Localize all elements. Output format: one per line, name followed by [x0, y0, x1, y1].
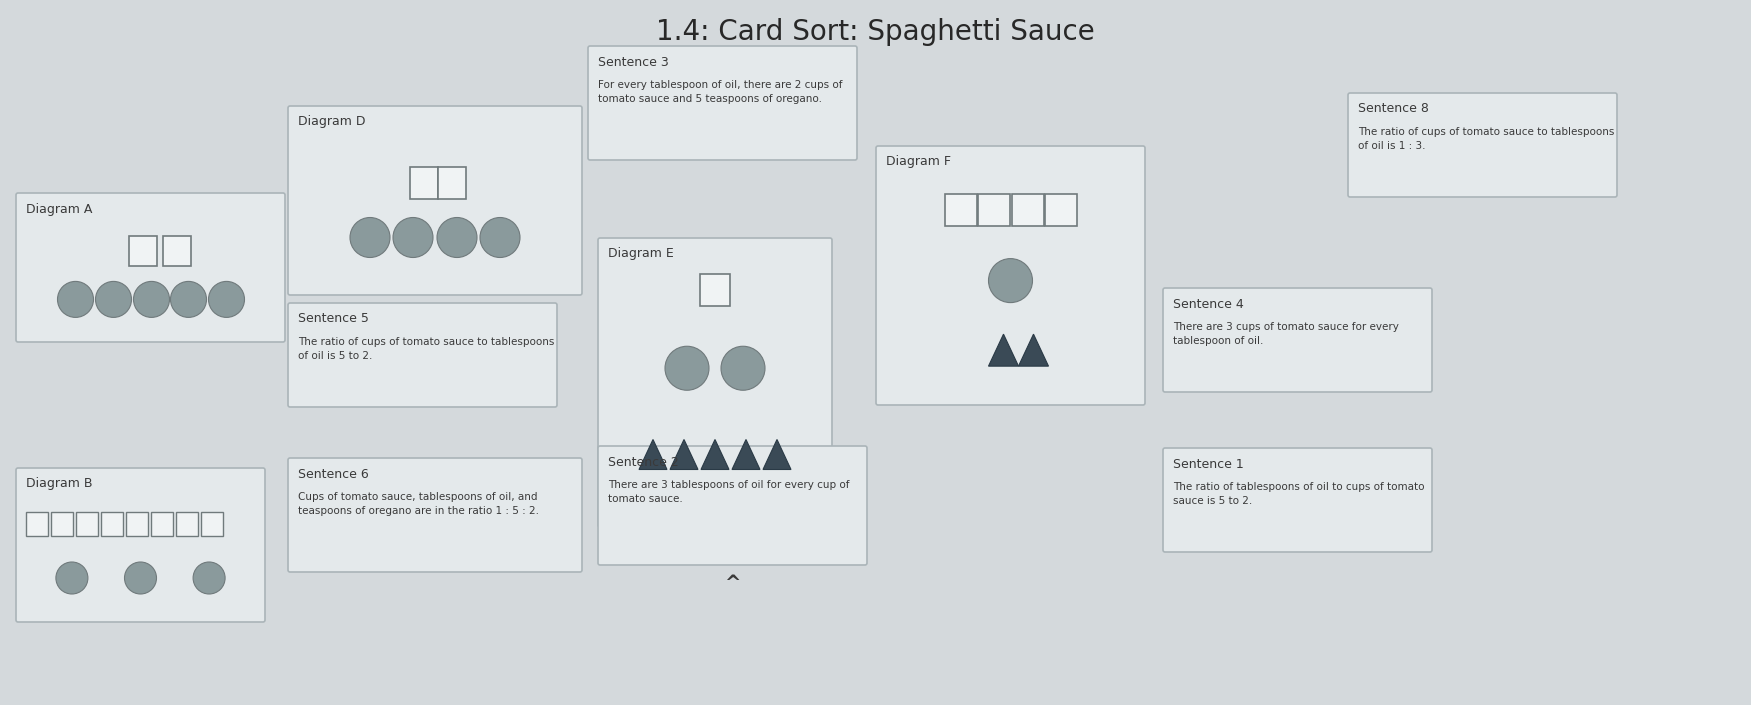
Circle shape: [56, 562, 88, 594]
FancyBboxPatch shape: [151, 512, 173, 536]
Text: Sentence 1: Sentence 1: [1173, 458, 1243, 470]
FancyBboxPatch shape: [977, 194, 1010, 226]
Text: Sentence 3: Sentence 3: [599, 56, 669, 68]
FancyBboxPatch shape: [16, 468, 264, 622]
FancyBboxPatch shape: [1163, 448, 1432, 552]
Polygon shape: [700, 439, 728, 470]
Text: Diagram A: Diagram A: [26, 202, 93, 216]
Circle shape: [133, 281, 170, 317]
Text: Sentence 5: Sentence 5: [298, 312, 369, 326]
Text: Sentence 6: Sentence 6: [298, 467, 369, 481]
FancyBboxPatch shape: [876, 146, 1145, 405]
Circle shape: [58, 281, 93, 317]
FancyBboxPatch shape: [944, 194, 977, 226]
Circle shape: [124, 562, 156, 594]
FancyBboxPatch shape: [700, 274, 730, 306]
Text: Diagram E: Diagram E: [608, 247, 674, 261]
Text: There are 3 tablespoons of oil for every cup of
tomato sauce.: There are 3 tablespoons of oil for every…: [608, 480, 849, 504]
Polygon shape: [989, 334, 1019, 366]
Text: The ratio of cups of tomato sauce to tablespoons
of oil is 5 to 2.: The ratio of cups of tomato sauce to tab…: [298, 337, 555, 361]
Polygon shape: [1019, 334, 1049, 366]
Text: Diagram F: Diagram F: [886, 156, 951, 168]
FancyBboxPatch shape: [51, 512, 74, 536]
FancyBboxPatch shape: [1012, 194, 1044, 226]
Text: There are 3 cups of tomato sauce for every
tablespoon of oil.: There are 3 cups of tomato sauce for eve…: [1173, 322, 1399, 346]
FancyBboxPatch shape: [1045, 194, 1077, 226]
FancyBboxPatch shape: [201, 512, 222, 536]
FancyBboxPatch shape: [1348, 93, 1616, 197]
Text: 1.4: Card Sort: Spaghetti Sauce: 1.4: Card Sort: Spaghetti Sauce: [657, 18, 1094, 46]
Text: ^: ^: [725, 573, 741, 592]
FancyBboxPatch shape: [75, 512, 98, 536]
FancyBboxPatch shape: [599, 238, 832, 527]
Circle shape: [350, 218, 390, 257]
Text: Sentence 2: Sentence 2: [608, 455, 679, 469]
Circle shape: [392, 218, 432, 257]
Text: The ratio of tablespoons of oil to cups of tomato
sauce is 5 to 2.: The ratio of tablespoons of oil to cups …: [1173, 482, 1425, 506]
Circle shape: [438, 218, 476, 257]
Text: Diagram B: Diagram B: [26, 477, 93, 491]
FancyBboxPatch shape: [599, 446, 867, 565]
FancyBboxPatch shape: [128, 235, 156, 266]
FancyBboxPatch shape: [588, 46, 856, 160]
Polygon shape: [671, 439, 699, 470]
Polygon shape: [732, 439, 760, 470]
FancyBboxPatch shape: [102, 512, 123, 536]
Circle shape: [665, 346, 709, 391]
FancyBboxPatch shape: [16, 193, 285, 342]
FancyBboxPatch shape: [410, 167, 438, 200]
Circle shape: [170, 281, 207, 317]
FancyBboxPatch shape: [1163, 288, 1432, 392]
FancyBboxPatch shape: [126, 512, 149, 536]
Circle shape: [721, 346, 765, 391]
FancyBboxPatch shape: [287, 458, 581, 572]
Text: Diagram D: Diagram D: [298, 116, 366, 128]
FancyBboxPatch shape: [163, 235, 191, 266]
FancyBboxPatch shape: [438, 167, 466, 200]
FancyBboxPatch shape: [26, 512, 47, 536]
Text: Sentence 4: Sentence 4: [1173, 298, 1243, 310]
Polygon shape: [763, 439, 791, 470]
Text: Cups of tomato sauce, tablespoons of oil, and
teaspoons of oregano are in the ra: Cups of tomato sauce, tablespoons of oil…: [298, 492, 539, 516]
FancyBboxPatch shape: [287, 106, 581, 295]
FancyBboxPatch shape: [177, 512, 198, 536]
Text: For every tablespoon of oil, there are 2 cups of
tomato sauce and 5 teaspoons of: For every tablespoon of oil, there are 2…: [599, 80, 842, 104]
Circle shape: [989, 259, 1033, 302]
Circle shape: [96, 281, 131, 317]
Circle shape: [193, 562, 226, 594]
Circle shape: [208, 281, 245, 317]
FancyBboxPatch shape: [287, 303, 557, 407]
Text: The ratio of cups of tomato sauce to tablespoons
of oil is 1 : 3.: The ratio of cups of tomato sauce to tab…: [1359, 127, 1614, 151]
Circle shape: [480, 218, 520, 257]
Polygon shape: [639, 439, 667, 470]
Text: Sentence 8: Sentence 8: [1359, 102, 1429, 116]
